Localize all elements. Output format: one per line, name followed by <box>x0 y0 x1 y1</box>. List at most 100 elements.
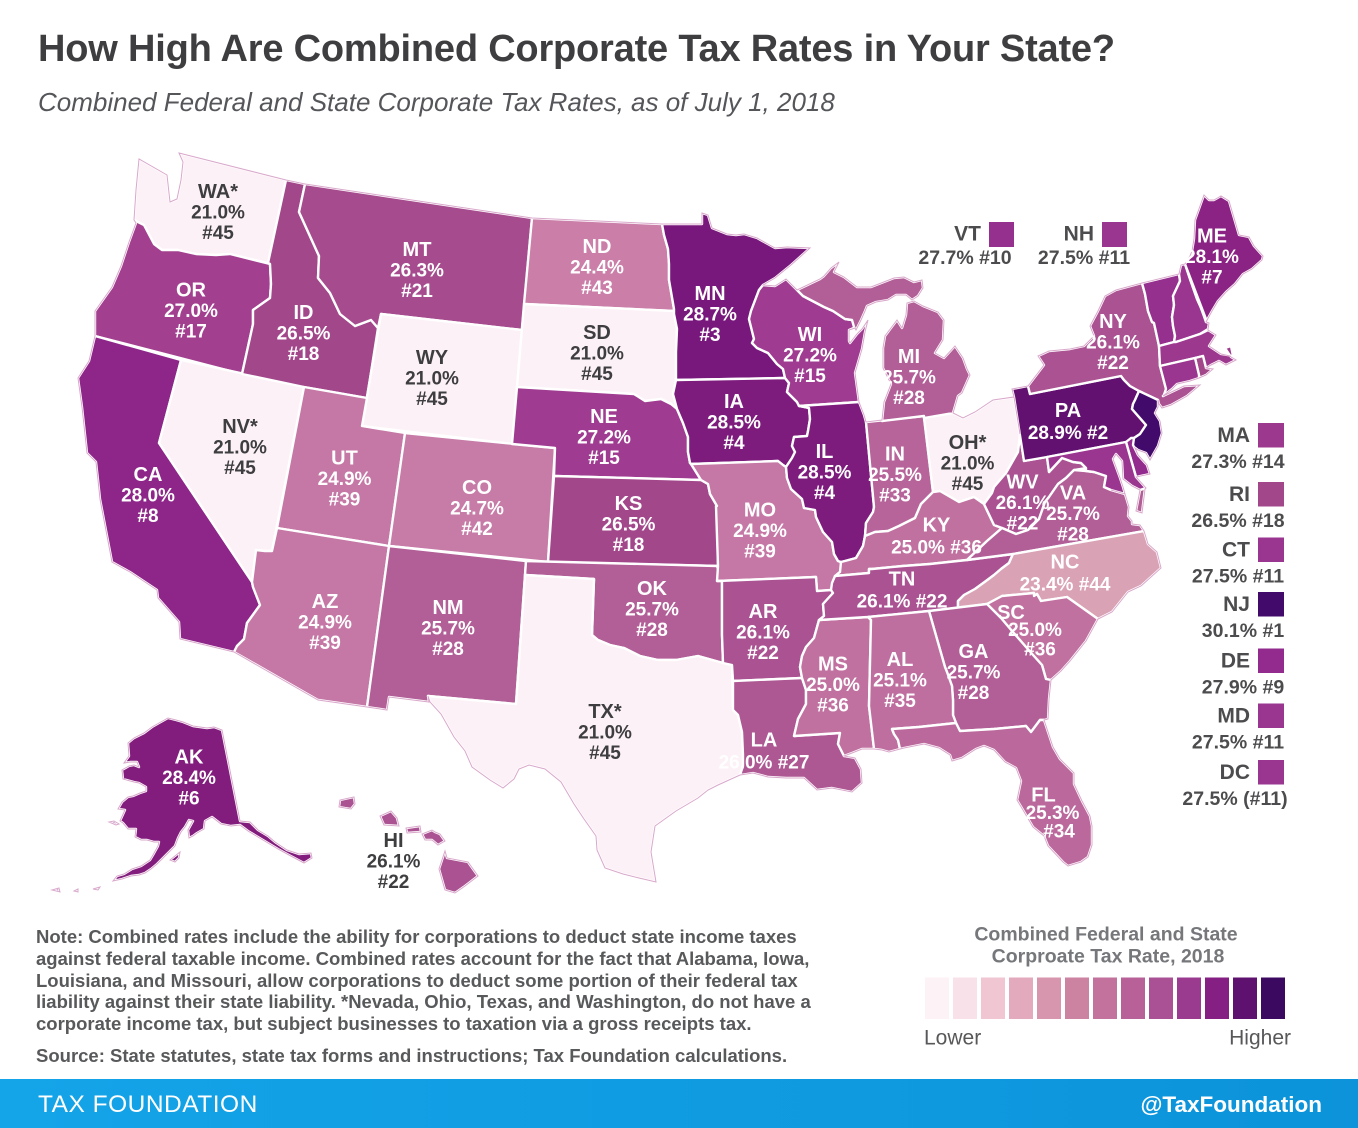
svg-text:WI: WI <box>798 324 822 346</box>
svg-text:#22: #22 <box>378 872 410 893</box>
svg-text:NH: NH <box>1064 223 1094 246</box>
svg-text:#36: #36 <box>817 696 849 717</box>
svg-text:KY: KY <box>923 515 951 537</box>
svg-text:WY: WY <box>416 347 449 369</box>
svg-text:25.7%: 25.7% <box>625 599 679 620</box>
svg-text:26.0% #27: 26.0% #27 <box>719 752 810 773</box>
svg-text:#22: #22 <box>1007 514 1039 535</box>
svg-text:28.5%: 28.5% <box>798 462 852 483</box>
svg-text:#17: #17 <box>175 322 207 343</box>
svg-text:NY: NY <box>1099 311 1127 333</box>
svg-text:25.7%: 25.7% <box>1046 504 1100 525</box>
svg-text:NC: NC <box>1051 552 1080 574</box>
svg-text:NE: NE <box>590 406 618 428</box>
svg-text:28.5%: 28.5% <box>707 412 761 433</box>
svg-text:21.0%: 21.0% <box>213 437 267 458</box>
svg-text:RI: RI <box>1229 483 1250 506</box>
svg-text:DE: DE <box>1221 650 1250 673</box>
svg-text:28.4%: 28.4% <box>162 768 216 789</box>
svg-text:MD: MD <box>1217 705 1250 728</box>
svg-text:#39: #39 <box>744 542 776 563</box>
svg-text:IN: IN <box>885 444 905 466</box>
svg-text:SD: SD <box>583 322 611 344</box>
svg-text:#28: #28 <box>958 683 990 704</box>
svg-text:#42: #42 <box>461 519 493 540</box>
svg-text:ND: ND <box>583 236 612 258</box>
svg-text:25.3%: 25.3% <box>1026 803 1080 824</box>
svg-text:#22: #22 <box>747 643 779 664</box>
svg-text:CT: CT <box>1222 539 1250 562</box>
svg-text:MA: MA <box>1217 424 1250 447</box>
svg-text:21.0%: 21.0% <box>578 722 632 743</box>
svg-text:NM: NM <box>432 597 463 619</box>
svg-text:25.1%: 25.1% <box>873 670 927 691</box>
svg-text:HI: HI <box>384 830 404 852</box>
svg-text:Combined Federal and State: Combined Federal and State <box>974 924 1237 946</box>
svg-text:27.5% #11: 27.5% #11 <box>1038 247 1130 269</box>
svg-text:#45: #45 <box>589 743 621 764</box>
svg-text:#15: #15 <box>794 366 826 387</box>
svg-text:AL: AL <box>887 649 914 671</box>
svg-text:UT: UT <box>331 448 358 470</box>
svg-text:MT: MT <box>403 239 432 261</box>
svg-text:#28: #28 <box>893 388 925 409</box>
svg-text:24.9%: 24.9% <box>298 612 352 633</box>
svg-text:MI: MI <box>898 346 920 368</box>
svg-text:#4: #4 <box>723 433 745 454</box>
svg-text:KS: KS <box>615 493 643 515</box>
svg-text:#39: #39 <box>309 633 341 654</box>
svg-text:ID: ID <box>294 302 314 324</box>
svg-text:TN: TN <box>889 569 916 591</box>
svg-text:28.9% #2: 28.9% #2 <box>1028 423 1108 444</box>
svg-text:23.4% #44: 23.4% #44 <box>1020 574 1111 595</box>
svg-text:#21: #21 <box>401 281 433 302</box>
svg-text:24.9%: 24.9% <box>733 521 787 542</box>
svg-text:AZ: AZ <box>312 591 339 613</box>
svg-text:AR: AR <box>749 601 778 623</box>
svg-text:OH*: OH* <box>949 432 987 454</box>
svg-text:NJ: NJ <box>1223 593 1250 616</box>
svg-text:27.5% (#11): 27.5% (#11) <box>1182 788 1287 810</box>
svg-text:21.0%: 21.0% <box>941 453 995 474</box>
svg-text:MS: MS <box>818 654 848 676</box>
svg-text:24.7%: 24.7% <box>450 498 504 519</box>
svg-text:VT: VT <box>954 223 981 246</box>
svg-text:#8: #8 <box>137 506 158 527</box>
svg-text:27.5% #11: 27.5% #11 <box>1192 566 1284 588</box>
svg-text:26.5%: 26.5% <box>277 323 331 344</box>
svg-text:24.4%: 24.4% <box>570 257 624 278</box>
svg-text:CO: CO <box>462 477 492 499</box>
svg-text:#28: #28 <box>432 639 464 660</box>
svg-text:25.5%: 25.5% <box>868 465 922 486</box>
svg-text:26.1%: 26.1% <box>736 622 790 643</box>
svg-text:21.0%: 21.0% <box>191 202 245 223</box>
svg-text:28.7%: 28.7% <box>683 304 737 325</box>
svg-text:26.5% #18: 26.5% #18 <box>1191 510 1284 532</box>
svg-text:25.0%: 25.0% <box>1008 620 1062 641</box>
svg-text:27.2%: 27.2% <box>783 345 837 366</box>
svg-text:#28: #28 <box>636 620 668 641</box>
svg-text:25.0% #36: 25.0% #36 <box>891 537 982 558</box>
svg-text:#45: #45 <box>581 364 613 385</box>
svg-text:AK: AK <box>175 747 204 769</box>
svg-text:FL: FL <box>1031 785 1055 807</box>
svg-text:MN: MN <box>694 283 725 305</box>
svg-text:WV: WV <box>1006 472 1039 494</box>
svg-text:26.1% #22: 26.1% #22 <box>857 591 948 612</box>
svg-text:ME: ME <box>1197 226 1227 248</box>
svg-text:#45: #45 <box>202 223 234 244</box>
svg-text:27.5% #11: 27.5% #11 <box>1192 732 1284 754</box>
svg-text:OK: OK <box>637 578 668 600</box>
svg-text:27.9% #9: 27.9% #9 <box>1202 677 1285 699</box>
svg-text:#45: #45 <box>416 389 448 410</box>
svg-text:#43: #43 <box>581 278 613 299</box>
svg-text:GA: GA <box>959 641 989 663</box>
svg-text:PA: PA <box>1055 400 1081 422</box>
svg-text:27.7% #10: 27.7% #10 <box>918 247 1011 269</box>
svg-text:LA: LA <box>751 730 778 752</box>
svg-text:Higher: Higher <box>1229 1027 1291 1050</box>
svg-text:28.1%: 28.1% <box>1185 247 1239 268</box>
svg-text:25.0%: 25.0% <box>806 675 860 696</box>
svg-text:VA: VA <box>1060 483 1086 505</box>
svg-text:#45: #45 <box>952 474 984 495</box>
